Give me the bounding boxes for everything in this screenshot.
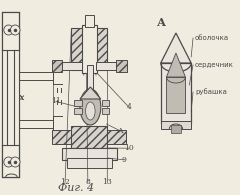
Bar (102, 108, 109, 114)
Bar (116, 60, 127, 72)
Bar (66, 158, 112, 168)
Polygon shape (166, 53, 186, 77)
Ellipse shape (4, 25, 13, 35)
Text: Фиг. 4: Фиг. 4 (58, 183, 94, 193)
Text: x: x (19, 93, 24, 102)
Text: сердечник: сердечник (195, 62, 234, 68)
Bar (85, 15, 94, 27)
Text: 8: 8 (85, 178, 90, 186)
Bar (71, 126, 108, 148)
Text: A: A (117, 127, 123, 135)
Bar (87, 65, 93, 95)
Text: 12: 12 (60, 178, 70, 186)
Bar (74, 100, 82, 106)
Polygon shape (161, 33, 191, 63)
Polygon shape (80, 87, 101, 99)
Bar (161, 121, 191, 129)
Bar (62, 148, 117, 160)
Bar (108, 130, 126, 144)
Ellipse shape (86, 102, 95, 120)
Bar (52, 130, 71, 144)
Bar (2, 12, 19, 177)
Bar (171, 125, 181, 133)
Bar (102, 100, 109, 106)
Bar (74, 108, 82, 114)
Ellipse shape (11, 25, 20, 35)
Text: x: x (19, 93, 24, 102)
Text: оболочка: оболочка (195, 35, 229, 41)
Text: 10: 10 (124, 144, 134, 152)
Bar (82, 25, 97, 73)
Text: 9: 9 (122, 156, 127, 164)
Bar (71, 28, 108, 70)
Ellipse shape (4, 157, 13, 167)
Text: рубашка: рубашка (195, 89, 227, 95)
Text: 13: 13 (102, 178, 112, 186)
Text: 4: 4 (126, 103, 131, 111)
Text: 11: 11 (51, 97, 61, 105)
Bar (96, 62, 119, 70)
Ellipse shape (11, 157, 20, 167)
Bar (2, 12, 19, 177)
Ellipse shape (80, 89, 101, 125)
Text: А: А (157, 17, 166, 27)
Bar (52, 60, 62, 72)
Bar (161, 63, 191, 123)
Bar (59, 62, 82, 70)
Bar (166, 77, 186, 113)
